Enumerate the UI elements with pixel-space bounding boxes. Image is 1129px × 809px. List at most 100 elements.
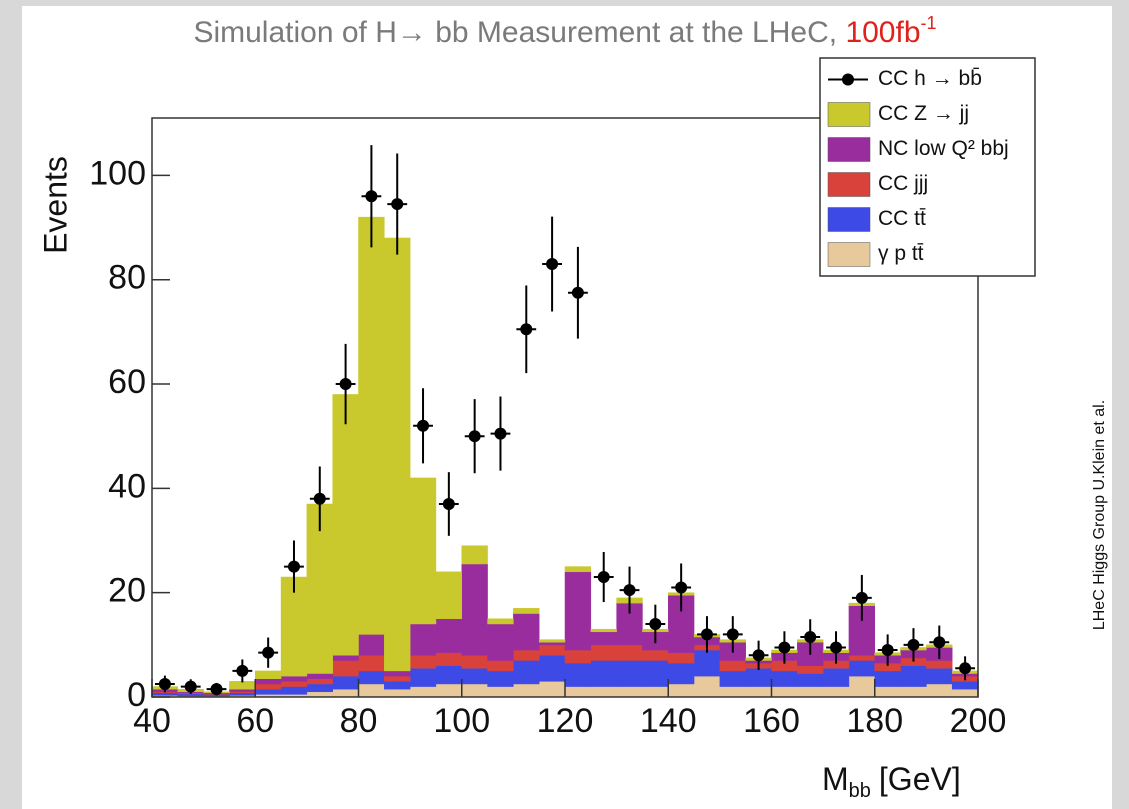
hist-bar [642,660,669,687]
hist-bar [229,688,256,693]
hist-bar [461,668,488,685]
y-axis-label: Events [37,156,73,254]
data-point [907,638,920,651]
data-point [417,419,430,432]
hist-bar [409,668,437,687]
hist-bar [435,571,462,620]
x-axis-label: Mbb [GeV] [822,761,961,802]
data-point [339,378,352,391]
hist-bar [590,644,617,661]
data-point [726,628,739,641]
legend-label: CC Z → jj [878,102,969,125]
hist-bar [332,688,359,698]
hist-bar [280,686,308,695]
x-tick-label: 200 [950,702,1007,740]
data-point [210,683,223,696]
hist-bar [900,686,927,698]
y-tick-label: 0 [127,676,146,714]
y-tick-label: 20 [108,572,146,610]
data-point [571,286,584,299]
x-label-main: M [822,761,849,797]
data-point [881,644,894,657]
hist-bar [306,503,333,674]
hist-bar [384,675,411,682]
hist-bar [409,686,437,698]
hist-bar [564,649,592,664]
hist-bar [280,576,308,677]
data-point [597,571,610,584]
hist-bar [409,655,437,669]
data-point [313,492,326,505]
data-point [804,631,817,644]
x-tick-label: 60 [236,702,274,740]
hist-bar [564,566,592,573]
data-point [855,591,868,604]
x-tick-label: 140 [640,702,697,740]
hist-bar [590,686,617,698]
hist-bar [822,686,850,698]
hist-bar [384,681,411,690]
hist-bar [280,681,308,687]
hist-bar [306,673,333,679]
hist-bar [409,477,437,625]
data-point [365,190,378,203]
data-point [184,680,197,693]
hist-bar [332,394,359,656]
data-point [262,646,275,659]
hist-bar [332,655,359,661]
title-main: Simulation of H→ bb Measurement at the L… [193,16,837,49]
x-label-unit: [GeV] [879,761,961,797]
hist-bar [461,563,488,656]
hist-bar [538,655,566,682]
hist-bar [280,675,308,682]
hist-bar [926,683,953,698]
hist-bar [874,670,901,687]
x-tick-label: 80 [340,702,378,740]
legend-label: CC jjj [878,172,928,195]
hist-bar [487,660,514,672]
hist-bar [487,618,514,625]
hist-bar [564,571,592,651]
data-point [752,649,765,662]
hist-bar [409,623,437,656]
hist-bar [538,681,566,698]
y-tick-label: 60 [108,363,146,401]
legend-label: γ p tt̄ [878,242,924,265]
data-point [830,641,843,654]
y-tick-label: 100 [89,154,146,192]
hist-bar [642,649,669,661]
legend-label: CC tt̄ [878,207,926,230]
hist-bar [926,668,953,685]
hist-bar [384,688,411,698]
legend-swatch [842,73,854,86]
hist-bar [564,662,592,687]
hist-bar [513,613,540,651]
legend-box [819,57,1036,277]
hist-bar [306,683,333,693]
y-tick-label: 40 [108,467,146,505]
hist-bar [668,652,695,664]
hist-bar [719,670,746,687]
hist-bar [642,686,669,698]
hist-bar [384,237,411,672]
legend-swatch [827,207,871,232]
hist-bar [745,686,772,698]
hist-bar [951,681,979,690]
hist-bar [590,631,617,646]
hist-bar [538,639,566,643]
hist-bar [358,216,385,635]
hist-bar [332,675,359,690]
title-highlight: 100fb [845,16,920,49]
x-tick-label: 160 [743,702,800,740]
side-note: LHeC Higgs Group U.Klein et al. [1091,400,1108,630]
hist-bar [797,673,824,687]
hist-bar [797,686,824,698]
hist-bar [461,655,488,669]
hist-bar [358,670,385,685]
hist-bar [693,649,721,677]
data-point [468,430,481,443]
data-point [546,258,559,271]
hist-bar [951,688,979,698]
